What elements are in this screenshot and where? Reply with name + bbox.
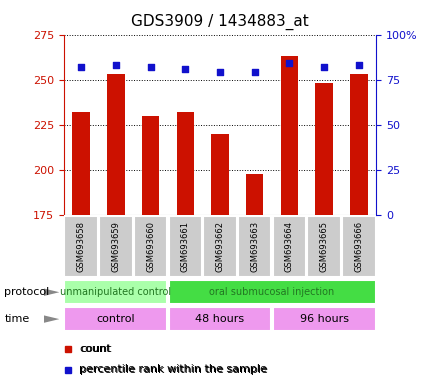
Bar [342, 216, 375, 277]
Point [147, 64, 154, 70]
Polygon shape [44, 288, 59, 296]
Text: GDS3909 / 1434883_at: GDS3909 / 1434883_at [131, 13, 309, 30]
Bar [65, 280, 167, 304]
Bar [273, 307, 375, 331]
Bar [169, 280, 375, 304]
Point [286, 60, 293, 66]
Bar [65, 307, 167, 331]
Text: GSM693666: GSM693666 [354, 221, 363, 272]
Text: GSM693665: GSM693665 [319, 221, 329, 272]
Bar [315, 83, 333, 384]
Point [112, 62, 119, 68]
Point [356, 62, 363, 68]
Bar [350, 74, 367, 384]
Text: oral submucosal injection: oral submucosal injection [209, 287, 335, 297]
Text: protocol: protocol [4, 287, 50, 297]
Text: GSM693660: GSM693660 [146, 221, 155, 272]
Bar [134, 216, 167, 277]
Text: percentile rank within the sample: percentile rank within the sample [80, 365, 268, 375]
Text: GSM693658: GSM693658 [77, 221, 86, 272]
Text: count: count [79, 344, 111, 354]
Text: time: time [4, 314, 29, 324]
Text: 96 hours: 96 hours [300, 314, 348, 324]
Text: GSM693659: GSM693659 [111, 221, 121, 272]
Bar [99, 216, 132, 277]
Bar [73, 112, 90, 384]
Bar [107, 74, 125, 384]
Text: 48 hours: 48 hours [195, 314, 245, 324]
Bar [142, 116, 159, 384]
Bar [308, 216, 341, 277]
Polygon shape [44, 315, 59, 323]
Text: percentile rank within the sample: percentile rank within the sample [79, 364, 267, 374]
Bar [169, 307, 271, 331]
Bar [246, 174, 264, 384]
Text: unmanipulated control: unmanipulated control [60, 287, 172, 297]
Text: GSM693663: GSM693663 [250, 221, 259, 272]
Bar [65, 216, 98, 277]
Bar [211, 134, 229, 384]
Text: GSM693662: GSM693662 [216, 221, 224, 272]
Text: GSM693664: GSM693664 [285, 221, 294, 272]
Bar [281, 56, 298, 384]
Bar [203, 216, 237, 277]
Point [77, 64, 84, 70]
Text: GSM693661: GSM693661 [181, 221, 190, 272]
Point [182, 66, 189, 72]
Bar [176, 112, 194, 384]
Bar [273, 216, 306, 277]
Bar [238, 216, 271, 277]
Point [216, 70, 224, 76]
Bar [169, 216, 202, 277]
Point [321, 64, 328, 70]
Point [251, 70, 258, 76]
Text: count: count [80, 344, 112, 354]
Text: control: control [96, 314, 135, 324]
